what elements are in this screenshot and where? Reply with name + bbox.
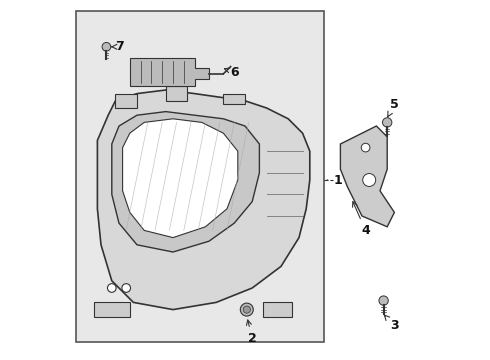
Circle shape [107,284,116,292]
FancyBboxPatch shape [116,94,137,108]
FancyBboxPatch shape [223,94,245,104]
FancyBboxPatch shape [76,11,324,342]
Circle shape [361,143,370,152]
Circle shape [363,174,376,186]
Text: 1: 1 [327,174,342,186]
Text: 2: 2 [246,320,257,345]
Text: 6: 6 [224,66,239,78]
Circle shape [102,42,111,51]
Circle shape [240,303,253,316]
Polygon shape [130,58,209,86]
Text: 5: 5 [388,98,399,117]
Text: 7: 7 [112,40,124,53]
Circle shape [122,284,130,292]
FancyBboxPatch shape [94,302,130,317]
Circle shape [383,118,392,127]
Text: 4: 4 [353,202,370,237]
Text: 3: 3 [385,315,399,332]
Circle shape [243,306,250,313]
Circle shape [379,296,388,305]
Polygon shape [112,112,259,252]
FancyBboxPatch shape [263,302,292,317]
Polygon shape [341,126,394,227]
FancyBboxPatch shape [166,86,187,101]
Polygon shape [122,119,238,238]
Polygon shape [98,90,310,310]
